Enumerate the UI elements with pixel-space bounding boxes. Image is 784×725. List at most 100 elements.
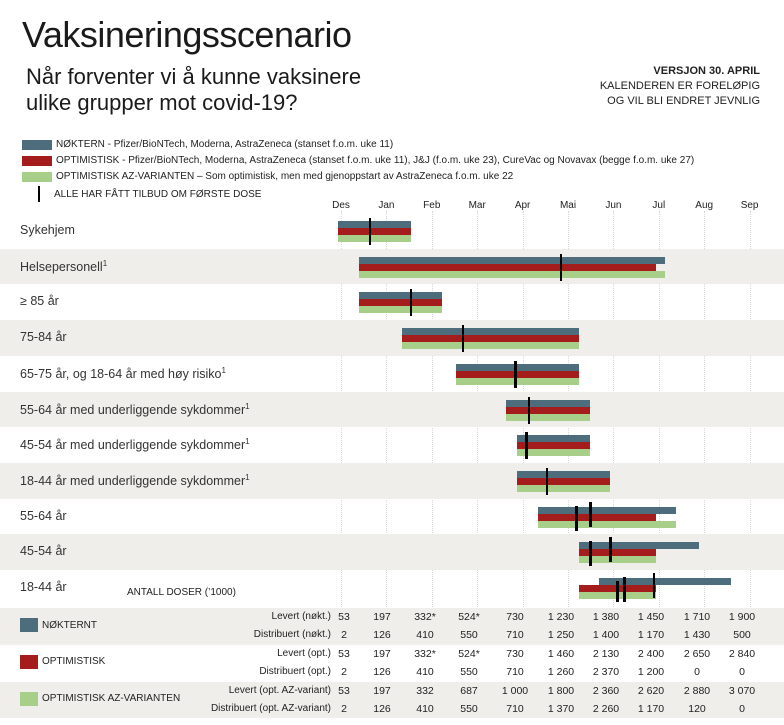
month-label-feb: Feb xyxy=(423,200,441,211)
month-label-mai: Mai xyxy=(559,200,577,211)
dose-cell: 710 xyxy=(506,703,524,715)
group-label: 45-54 år med underliggende sykdommer1 xyxy=(20,437,250,452)
bar-noktern xyxy=(338,221,411,228)
dose-cell: 197 xyxy=(373,611,391,623)
dose-cell: 332* xyxy=(414,611,436,623)
dose-row-label: Distribuert (nøkt.) xyxy=(253,629,331,641)
dose-cell: 687 xyxy=(460,684,478,697)
bar-optimistisk xyxy=(517,477,611,485)
dose-cell: 1 450 xyxy=(637,611,665,623)
dose-cell: 2 130 xyxy=(592,647,620,660)
footnote-marker: 1 xyxy=(245,401,250,411)
first-dose-marker xyxy=(514,360,517,388)
footnote-marker: 1 xyxy=(245,437,250,447)
dose-cell: 0 xyxy=(739,703,745,715)
dose-cell: 1 800 xyxy=(547,684,575,697)
legend-marker-label: ALLE HAR FÅTT TILBUD OM FØRSTE DOSE xyxy=(54,188,262,200)
group-label: 18-44 år xyxy=(20,580,67,594)
dose-cell: 730 xyxy=(506,611,524,623)
dose-cell: 1 710 xyxy=(683,611,711,623)
month-label-apr: Apr xyxy=(514,200,531,211)
dose-cell: 53 xyxy=(338,684,350,697)
dose-cell: 3 070 xyxy=(728,684,756,697)
dose-cell: 410 xyxy=(416,666,434,679)
bar-noktern xyxy=(578,542,699,550)
dose-cell: 53 xyxy=(338,611,350,623)
bar-optimistisk xyxy=(338,228,411,235)
dose-cell: 332* xyxy=(414,647,436,660)
dose-cell: 2 400 xyxy=(637,647,665,660)
scenario-name: NØKTERNT xyxy=(42,619,97,631)
dose-row-label: Levert (opt.) xyxy=(277,647,331,659)
bar-az xyxy=(506,413,591,421)
bar-optimistisk xyxy=(517,442,591,450)
group-label-text: 55-64 år med underliggende sykdommer xyxy=(20,402,246,417)
bar-noktern xyxy=(401,328,579,336)
dose-cell: 126 xyxy=(373,666,391,679)
dose-cell: 126 xyxy=(373,629,391,642)
legend-az-label: OPTIMISTISK AZ-VARIANTEN – Som optimisti… xyxy=(56,171,514,182)
dose-cell: 332 xyxy=(416,684,434,697)
dose-cell: 2 360 xyxy=(592,684,620,697)
bar-noktern xyxy=(506,399,591,407)
legend-optimistisk: OPTIMISTISK - Pfizer/BioNTech, Moderna, … xyxy=(22,155,694,166)
page-title: Vaksineringsscenario xyxy=(22,14,352,55)
month-label-aug: Aug xyxy=(695,200,714,211)
page-subtitle: Når forventer vi å kunne vaksinere ulike… xyxy=(26,64,362,115)
dose-cell: 730 xyxy=(506,647,524,660)
scenario-legend: OPTIMISTISK xyxy=(20,654,105,669)
dose-cell: 1 400 xyxy=(592,629,620,642)
scenario-swatch xyxy=(20,654,38,669)
bar-az xyxy=(338,235,411,242)
group-label: ≥ 85 år xyxy=(20,294,59,308)
bar-noktern xyxy=(517,470,611,478)
first-dose-marker xyxy=(559,253,563,281)
first-dose-marker xyxy=(589,501,592,527)
scenario-name: OPTIMISTISK AZ-VARIANTEN xyxy=(42,693,181,705)
dose-cell: 0 xyxy=(739,666,745,679)
dose-cell: 1 460 xyxy=(547,647,575,660)
dose-cell: 2 xyxy=(341,703,347,715)
month-label-jul: Jul xyxy=(652,200,666,211)
dose-cell: 1 200 xyxy=(637,666,665,679)
bar-optimistisk xyxy=(401,335,579,343)
dose-cell: 2 xyxy=(341,629,347,642)
group-label-text: 45-54 år xyxy=(20,544,67,559)
group-label: Helsepersonell1 xyxy=(20,259,107,274)
scenario-swatch xyxy=(20,691,38,706)
bar-optimistisk xyxy=(359,263,656,271)
first-dose-marker xyxy=(652,573,656,598)
scenario-legend: OPTIMISTISK AZ-VARIANTEN xyxy=(20,691,181,706)
bar-optimistisk xyxy=(359,299,443,307)
group-label: 45-54 år xyxy=(20,544,67,558)
dose-cell: 550 xyxy=(460,629,478,642)
group-label-text: 18-44 år med underliggende sykdommer xyxy=(20,474,246,489)
month-label-mar: Mar xyxy=(468,200,486,211)
month-label-sep: Sep xyxy=(740,200,759,211)
bar-optimistisk xyxy=(537,513,656,521)
legend-az: OPTIMISTISK AZ-VARIANTEN – Som optimisti… xyxy=(22,171,513,182)
group-label-text: Helsepersonell xyxy=(20,259,103,274)
group-label-text: 65-75 år, og 18-64 år med høy risiko xyxy=(20,366,222,381)
bar-noktern xyxy=(359,256,665,264)
bar-optimistisk xyxy=(578,549,656,557)
legend-marker-tick xyxy=(38,186,40,202)
row-band xyxy=(0,320,784,356)
first-dose-marker xyxy=(368,218,372,245)
scenario-legend: NØKTERNT xyxy=(20,618,97,632)
version-label: VERSJON 30. APRIL xyxy=(653,65,760,77)
month-label-jun: Jun xyxy=(605,200,622,211)
dose-cell: 524* xyxy=(458,611,480,623)
legend-noktern: NØKTERN - Pfizer/BioNTech, Moderna, Astr… xyxy=(22,139,393,150)
first-dose-marker xyxy=(609,537,612,563)
dose-cell: 500 xyxy=(733,629,751,642)
dose-cell: 550 xyxy=(460,666,478,679)
bar-az xyxy=(517,449,591,457)
group-label: 55-64 år xyxy=(20,509,67,523)
bar-noktern xyxy=(537,506,677,514)
group-label: 55-64 år med underliggende sykdommer1 xyxy=(20,402,250,417)
dose-cell: 1 370 xyxy=(547,703,575,715)
dose-cell: 2 650 xyxy=(683,647,711,660)
row-band xyxy=(0,534,784,570)
dose-cell: 126 xyxy=(373,703,391,715)
